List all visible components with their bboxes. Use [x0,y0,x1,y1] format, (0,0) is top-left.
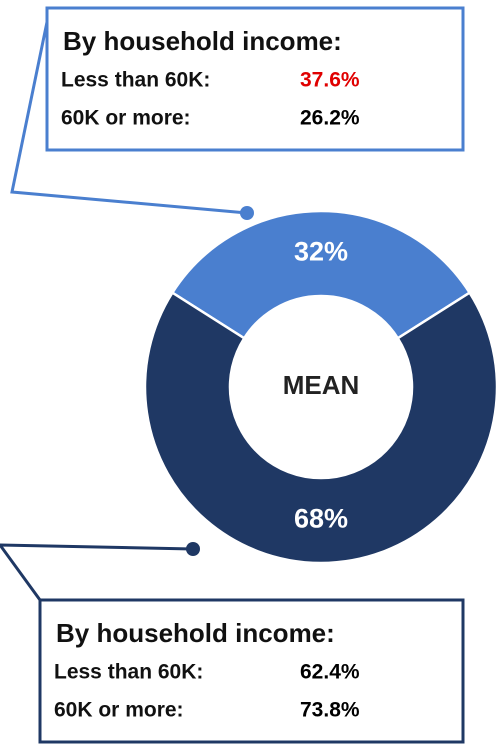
callout-row-value: 73.8% [300,699,360,722]
center-label: MEAN [283,370,360,400]
connector-dot [186,542,200,556]
callout-title: By household income: [56,618,335,648]
data-label: 32% [294,237,348,267]
callout-row-value: 26.2% [300,107,360,130]
callout-row-label: 60K or more: [54,699,184,722]
data-label: 68% [294,504,348,534]
callout-box [38,598,465,744]
callout-row-value: 37.6% [300,69,360,92]
connector [0,543,194,601]
donut-segment [143,290,499,565]
connector [10,21,248,215]
donut-segment [170,209,472,340]
callout-row-value: 62.4% [300,661,360,684]
callout-row-label: Less than 60K: [61,69,210,92]
callout-row-label: Less than 60K: [54,661,203,684]
callout-box [45,6,465,152]
callout-row-label: 60K or more: [61,107,191,130]
connector-dot [240,206,254,220]
callout-title: By household income: [63,26,342,56]
